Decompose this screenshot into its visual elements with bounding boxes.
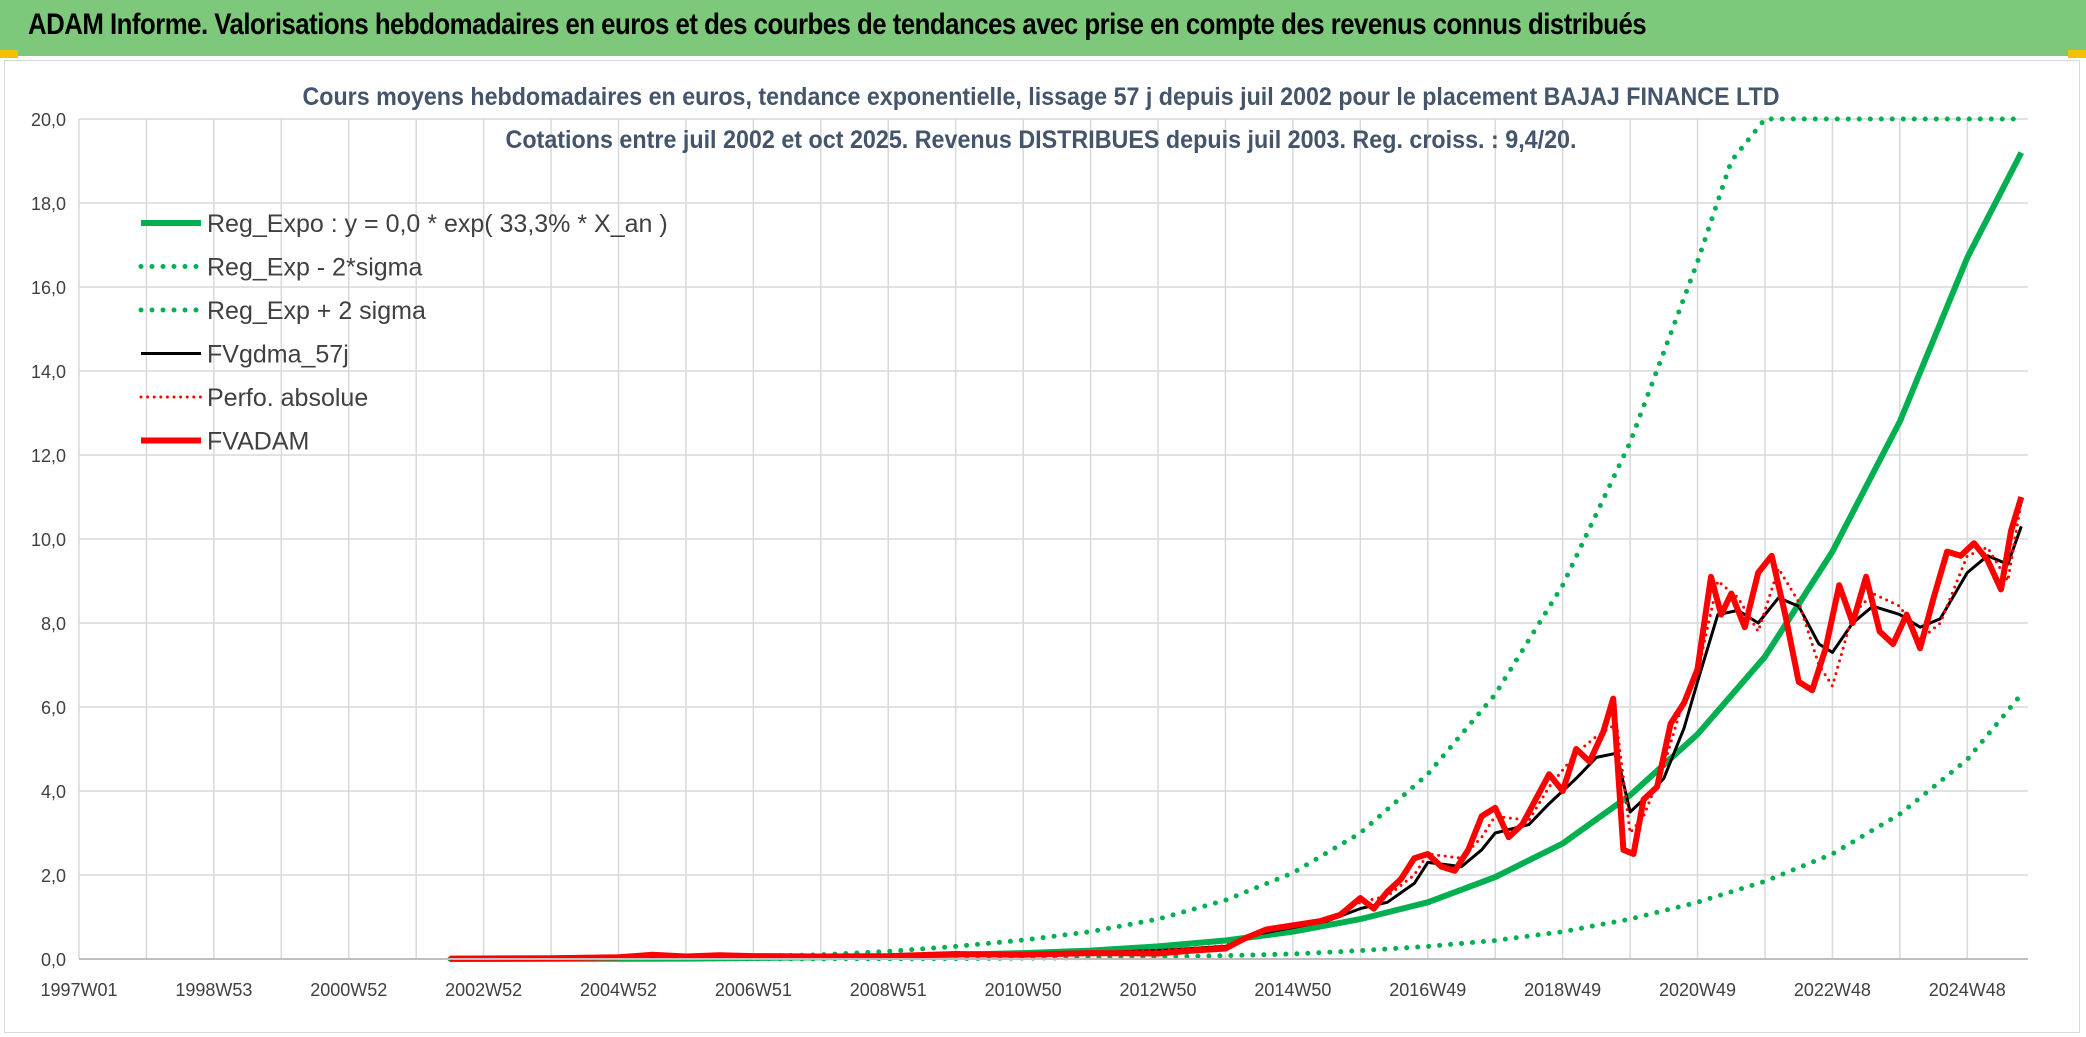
- legend: Reg_Expo : y = 0,0 * exp( 33,3% * X_an )…: [138, 210, 668, 456]
- line-chart: 0,0 2,0 4,0 6,0 8,0 10,0 12,0 14,0 16,0 18,0 20,0 1…: [31, 83, 2028, 1000]
- series-line-3: [447, 116, 2024, 962]
- legend-label: Reg_Exp - 2*sigma: [207, 254, 422, 282]
- legend-label: Reg_Exp + 2 sigma: [207, 297, 426, 325]
- x-tick-label: 2008W51: [850, 980, 927, 1000]
- y-tick-label: 10,0: [31, 530, 66, 550]
- x-tick-label: 2010W50: [985, 980, 1062, 1000]
- grid: [78, 118, 2028, 960]
- y-tick-label: 4,0: [41, 782, 66, 802]
- chart-subtitle: Cotations entre juil 2002 et oct 2025. R…: [506, 126, 1577, 154]
- y-tick-label: 18,0: [31, 194, 66, 214]
- x-tick-label: 1998W53: [175, 980, 252, 1000]
- x-tick-label: 2000W52: [310, 980, 387, 1000]
- x-tick-label: 2002W52: [445, 980, 522, 1000]
- series-line-6: [449, 496, 2025, 962]
- axes: 0,0 2,0 4,0 6,0 8,0 10,0 12,0 14,0 16,0 18,0 20,0 1…: [31, 110, 2028, 1000]
- y-tick-label: 6,0: [41, 698, 66, 718]
- report-banner: ADAM Informe. Valorisations hebdomadaire…: [0, 0, 2086, 56]
- x-tick-label: 2022W48: [1794, 980, 1871, 1000]
- x-tick-label: 2020W49: [1659, 980, 1736, 1000]
- x-tick-label: 2016W49: [1389, 980, 1466, 1000]
- legend-label: FVADAM: [207, 428, 309, 456]
- y-tick-label: 20,0: [31, 110, 66, 130]
- y-tick-label: 0,0: [41, 950, 66, 970]
- corner-mark-right: [2068, 50, 2086, 58]
- legend-label: Perfo. absolue: [207, 384, 368, 412]
- y-tick-label: 2,0: [41, 866, 66, 886]
- y-tick-label: 16,0: [31, 278, 66, 298]
- x-tick-label: 1997W01: [40, 980, 117, 1000]
- legend-label: FVgdma_57j: [207, 341, 349, 369]
- x-tick-label: 2018W49: [1524, 980, 1601, 1000]
- chart-title: Cours moyens hebdomadaires en euros, ten…: [303, 83, 1780, 111]
- x-tick-label: 2024W48: [1929, 980, 2006, 1000]
- corner-mark-left: [0, 50, 18, 58]
- chart-titles: Cours moyens hebdomadaires en euros, ten…: [303, 83, 1780, 154]
- x-tick-label: 2006W51: [715, 980, 792, 1000]
- y-tick-label: 14,0: [31, 362, 66, 382]
- chart-area: 0,0 2,0 4,0 6,0 8,0 10,0 12,0 14,0 16,0 18,0 20,0 1…: [4, 60, 2080, 1033]
- x-tick-label: 2012W50: [1119, 980, 1196, 1000]
- y-tick-label: 8,0: [41, 614, 66, 634]
- x-tick-label: 2014W50: [1254, 980, 1331, 1000]
- report-title: ADAM Informe. Valorisations hebdomadaire…: [28, 8, 1647, 41]
- y-tick-label: 12,0: [31, 446, 66, 466]
- legend-label: Reg_Expo : y = 0,0 * exp( 33,3% * X_an ): [207, 210, 668, 238]
- x-tick-label: 2004W52: [580, 980, 657, 1000]
